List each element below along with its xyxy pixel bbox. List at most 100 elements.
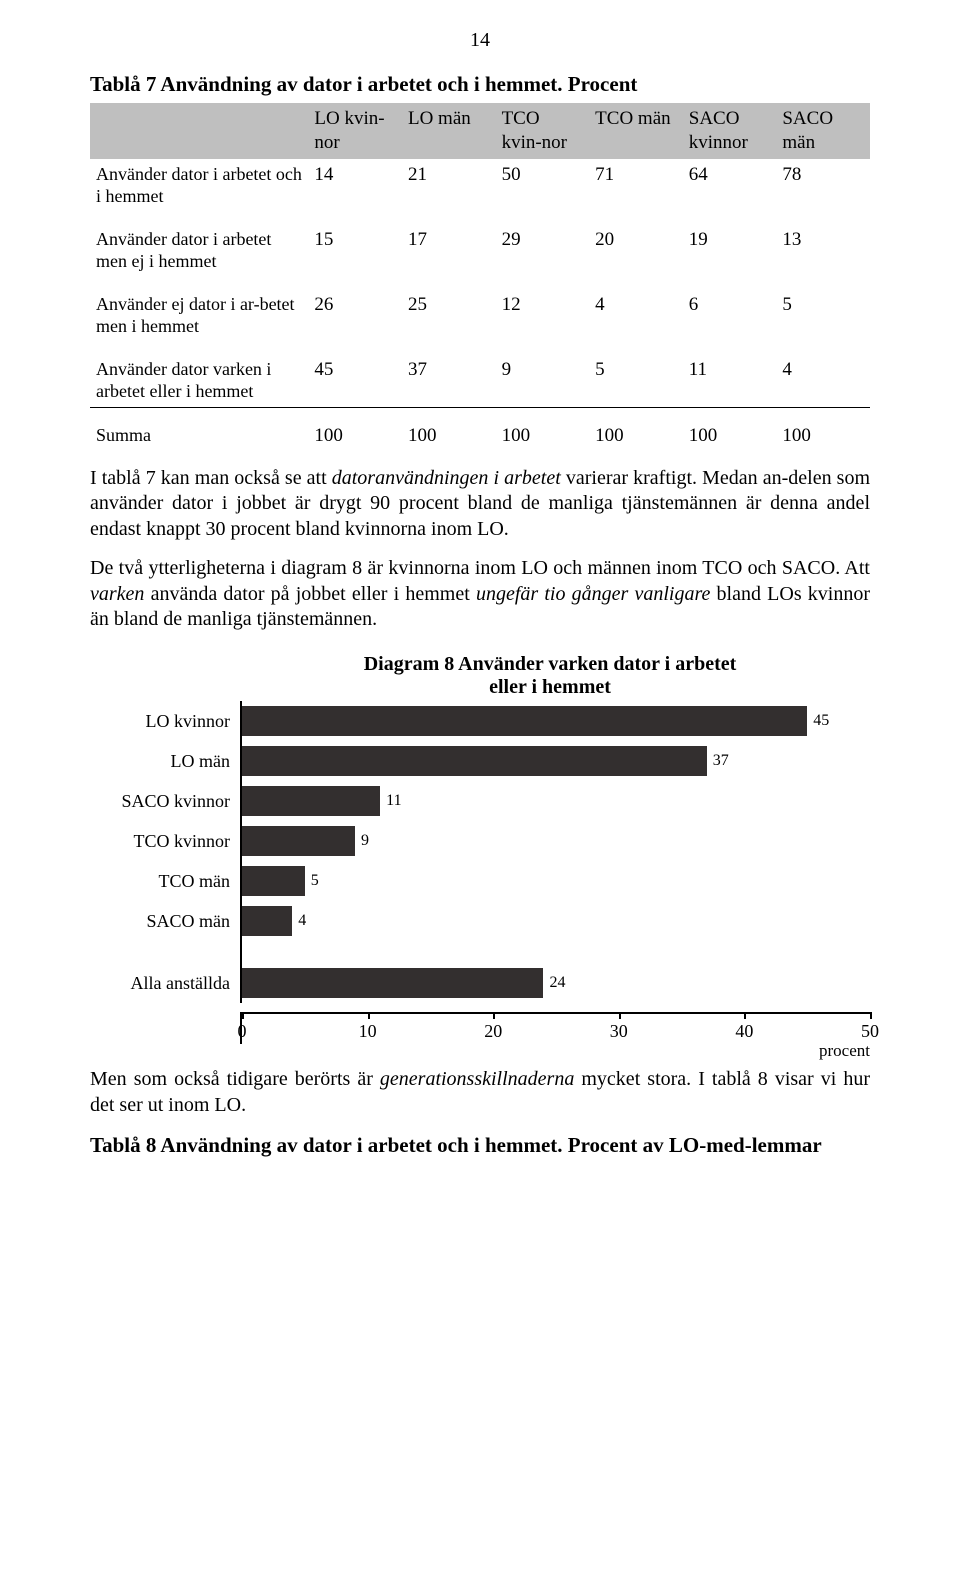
chart-bar-value: 11	[386, 791, 401, 811]
chart-category-label: TCO kvinnor	[90, 830, 240, 853]
chart-tick-label: 40	[735, 1020, 753, 1043]
chart-plot-area: 45	[240, 701, 870, 741]
cell: 20	[589, 212, 683, 277]
cell: 50	[496, 159, 590, 212]
cell: 5	[776, 277, 870, 342]
cell: 100	[402, 407, 496, 451]
chart-category-label: Alla anställda	[90, 972, 240, 995]
cell: 11	[683, 342, 777, 408]
chart-bar-value: 45	[813, 711, 829, 731]
chart-bar	[242, 786, 380, 816]
col-header: LO kvin-nor	[308, 103, 402, 159]
chart-plot-area: 9	[240, 821, 870, 861]
chart-axis-row: 01020304050procent	[90, 1003, 870, 1053]
chart-row: SACO kvinnor 11	[90, 781, 870, 821]
chart-tick	[619, 1012, 621, 1019]
table-head-blank	[90, 103, 308, 159]
diagram8: Diagram 8 Använder varken dator i arbete…	[90, 653, 870, 1053]
chart-plot-area: 5	[240, 861, 870, 901]
chart-gap	[90, 941, 870, 963]
text: använda dator på jobbet eller i hemmet	[144, 583, 476, 605]
cell: 21	[402, 159, 496, 212]
cell: 19	[683, 212, 777, 277]
chart-category-label: LO kvinnor	[90, 710, 240, 733]
cell: 14	[308, 159, 402, 212]
page-number: 14	[90, 28, 870, 53]
chart-category-label: TCO män	[90, 870, 240, 893]
chart-tick	[368, 1012, 370, 1019]
chart-title-line2: eller i hemmet	[489, 676, 611, 698]
chart-title-line1: Diagram 8 Använder varken dator i arbete…	[364, 653, 737, 675]
cell: 6	[683, 277, 777, 342]
text-italic: generationsskillnaderna	[380, 1068, 574, 1090]
cell: 4	[776, 342, 870, 408]
paragraph-3: Men som också tidigare berörts är genera…	[90, 1067, 870, 1118]
chart-bar-value: 37	[713, 751, 729, 771]
cell: 78	[776, 159, 870, 212]
text-italic: ungefär tio gånger vanligare	[476, 583, 710, 605]
col-header: SACO kvinnor	[683, 103, 777, 159]
table-row: Använder dator i arbetet och i hemmet 14…	[90, 159, 870, 212]
chart-row: SACO män 4	[90, 901, 870, 941]
chart-bar	[242, 706, 807, 736]
cell: 100	[308, 407, 402, 451]
table-row: Använder ej dator i ar-betet men i hemme…	[90, 277, 870, 342]
table7: LO kvin-nor LO män TCO kvin-nor TCO män …	[90, 103, 870, 451]
cell: 26	[308, 277, 402, 342]
cell: 15	[308, 212, 402, 277]
paragraph-1: I tablå 7 kan man också se att datoranvä…	[90, 466, 870, 543]
chart-row: TCO män 5	[90, 861, 870, 901]
table8-title: Tablå 8 Användning av dator i arbetet oc…	[90, 1132, 870, 1158]
chart-category-label: SACO män	[90, 910, 240, 933]
chart-tick-label: 0	[238, 1020, 247, 1043]
chart-bar	[242, 826, 355, 856]
cell: 100	[683, 407, 777, 451]
text: I tablå 7 kan man också se att	[90, 467, 332, 489]
chart-tick-label: 10	[359, 1020, 377, 1043]
chart-category-label: LO män	[90, 750, 240, 773]
chart-bar	[242, 746, 707, 776]
row-label: Använder dator varken i arbetet eller i …	[90, 342, 308, 408]
cell: 13	[776, 212, 870, 277]
chart-bar-value: 4	[298, 911, 306, 931]
cell: 12	[496, 277, 590, 342]
chart-row: Alla anställda 24	[90, 963, 870, 1003]
table-row-summa: Summa 100 100 100 100 100 100	[90, 407, 870, 451]
cell: 4	[589, 277, 683, 342]
chart-bar-value: 9	[361, 831, 369, 851]
chart-row: LO kvinnor 45	[90, 701, 870, 741]
cell: 5	[589, 342, 683, 408]
chart-tick-label: 30	[610, 1020, 628, 1043]
col-header: SACO män	[776, 103, 870, 159]
chart-row: TCO kvinnor 9	[90, 821, 870, 861]
chart-bar	[242, 866, 305, 896]
chart-tick	[493, 1012, 495, 1019]
chart-tick	[744, 1012, 746, 1019]
text: De två ytterligheterna i diagram 8 är kv…	[90, 557, 870, 579]
cell: 100	[496, 407, 590, 451]
chart-plot-area: 4	[240, 901, 870, 941]
col-header: LO män	[402, 103, 496, 159]
chart-bar-value: 24	[549, 973, 565, 993]
chart-category-label: SACO kvinnor	[90, 790, 240, 813]
chart-bar-value: 5	[311, 871, 319, 891]
cell: 100	[589, 407, 683, 451]
chart-plot-area: 11	[240, 781, 870, 821]
text-italic: varken	[90, 583, 144, 605]
cell: 9	[496, 342, 590, 408]
chart-title: Diagram 8 Använder varken dator i arbete…	[230, 653, 870, 699]
row-label: Summa	[90, 407, 308, 451]
cell: 100	[776, 407, 870, 451]
text-italic: datoranvändningen i arbetet	[332, 467, 561, 489]
chart-row: LO män 37	[90, 741, 870, 781]
chart-tick-label: 20	[484, 1020, 502, 1043]
chart-x-label: procent	[819, 1040, 870, 1061]
col-header: TCO kvin-nor	[496, 103, 590, 159]
cell: 71	[589, 159, 683, 212]
cell: 37	[402, 342, 496, 408]
col-header: TCO män	[589, 103, 683, 159]
chart-bar	[242, 968, 543, 998]
row-label: Använder dator i arbetet men ej i hemmet	[90, 212, 308, 277]
chart-plot-area: 37	[240, 741, 870, 781]
cell: 17	[402, 212, 496, 277]
